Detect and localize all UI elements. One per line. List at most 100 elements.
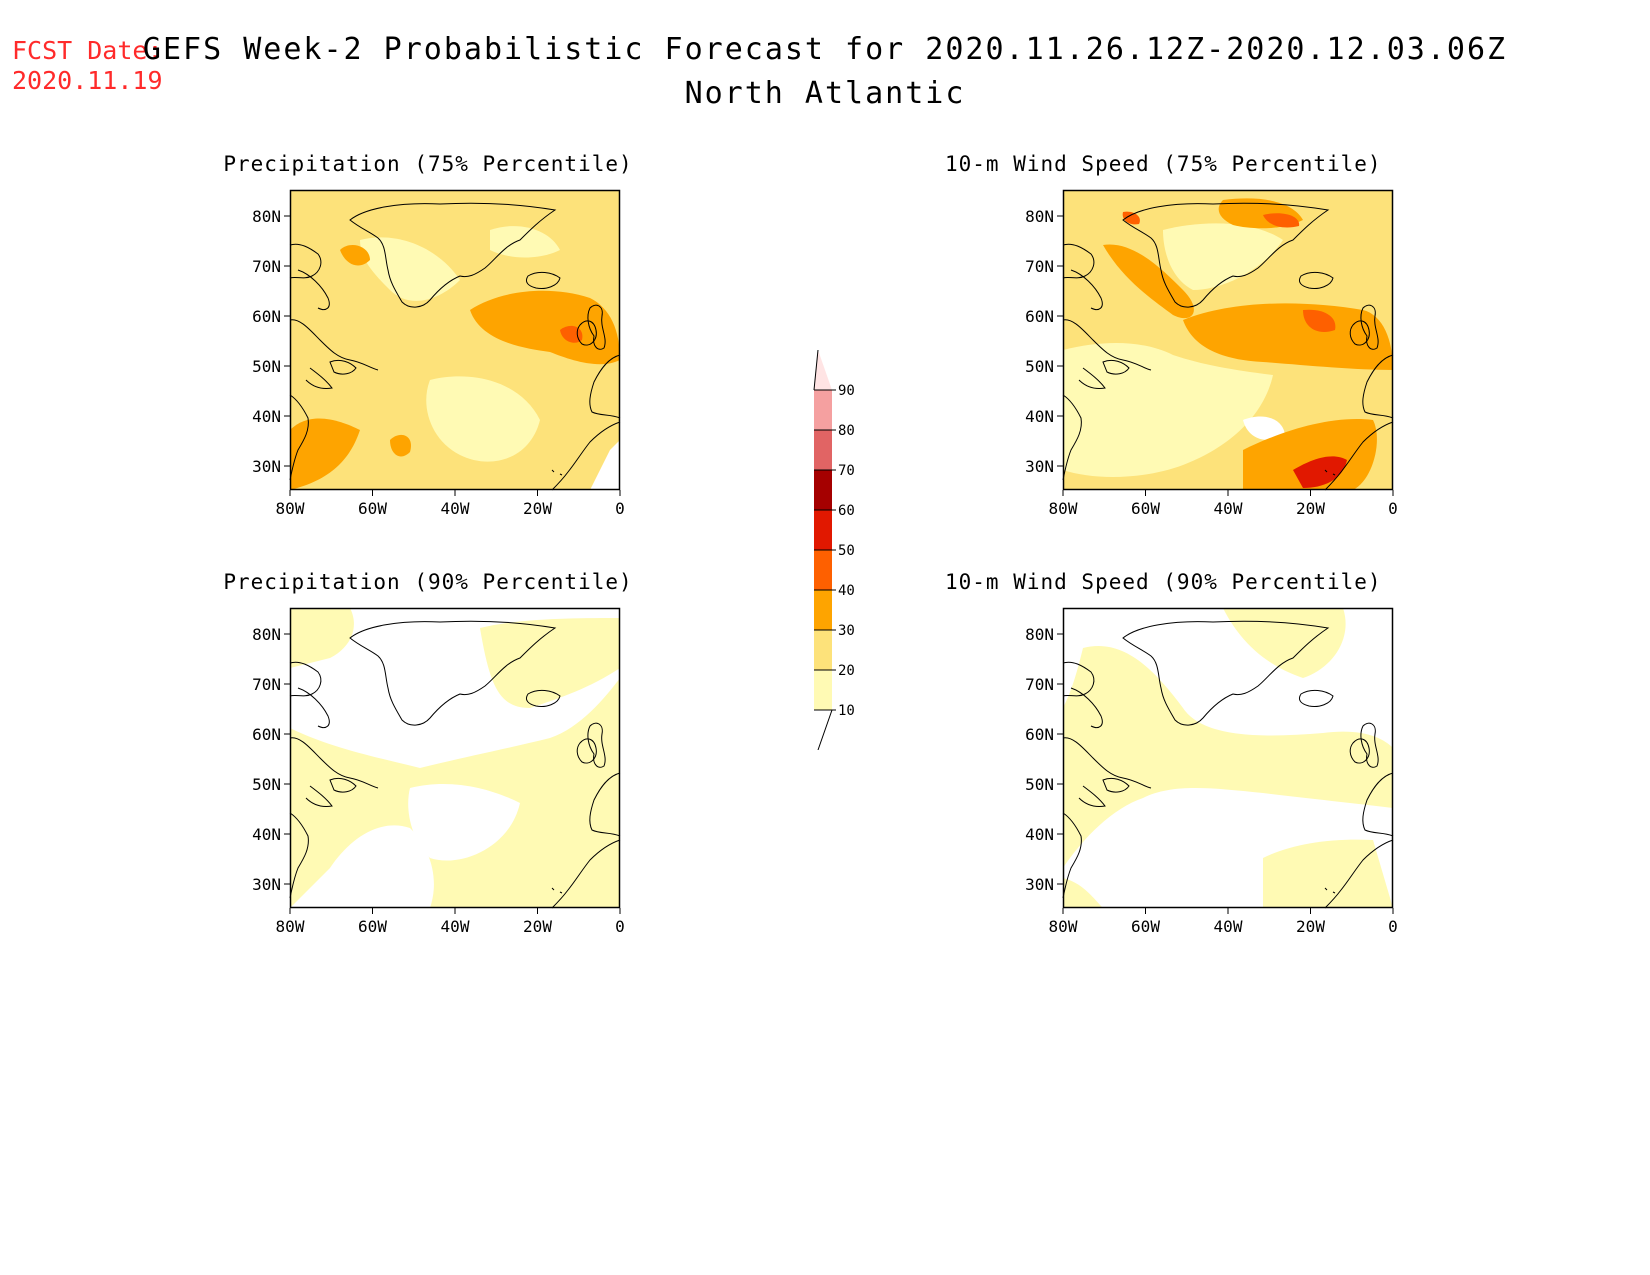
lon-label: 0: [1388, 499, 1398, 518]
colorbar-swatch: [814, 670, 832, 710]
lat-label: 80N: [1025, 207, 1054, 226]
fill-30-40: [470, 290, 620, 365]
colorbar-label: 90: [838, 383, 855, 399]
fill-10-20: [480, 618, 620, 708]
lat-label: 30N: [252, 875, 281, 894]
lat-label: 50N: [252, 775, 281, 794]
lon-label: 40W: [441, 499, 470, 518]
fill-40-50: [1122, 211, 1140, 225]
lat-label: 70N: [252, 257, 281, 276]
fill-10-20: [1063, 343, 1273, 477]
map-panel-wind-75: [1062, 189, 1394, 494]
panel-title-precip-75: Precipitation (75% Percentile): [223, 152, 633, 176]
fill-10-20: [1063, 878, 1103, 908]
lon-label: 60W: [358, 917, 387, 936]
lat-label: 30N: [252, 457, 281, 476]
map-wind-90: [1062, 607, 1394, 909]
lon-label: 60W: [1131, 499, 1160, 518]
lat-label: 60N: [252, 725, 281, 744]
fill-40-50: [560, 325, 583, 343]
lon-label: 20W: [1296, 917, 1325, 936]
lon-label: 80W: [276, 499, 305, 518]
lat-label: 50N: [1025, 775, 1054, 794]
colorbar-label: 80: [838, 423, 855, 439]
forecast-date-label: FCST Date:: [12, 36, 163, 65]
colorbar-swatch: [814, 550, 832, 590]
map-frame: [289, 189, 621, 491]
panel-title-wind-90: 10-m Wind Speed (90% Percentile): [945, 570, 1382, 594]
colorbar-label: 70: [838, 463, 855, 479]
fill-50-60: [1293, 456, 1347, 488]
map-wind-75: [1062, 189, 1394, 491]
colorbar: 10 20 30 40 50 60 70 80 90: [800, 330, 870, 754]
fill-none: [1243, 416, 1285, 440]
lat-label: 60N: [252, 307, 281, 326]
fill-none: [408, 783, 520, 861]
fill-30-40: [390, 434, 411, 457]
coastline: [289, 620, 621, 909]
lon-label: 40W: [1214, 499, 1243, 518]
lat-label: 40N: [252, 825, 281, 844]
panel-title-precip-90: Precipitation (90% Percentile): [223, 570, 633, 594]
fill-10-20: [290, 608, 354, 668]
fill-10-20: [490, 226, 560, 258]
lon-label: 20W: [523, 917, 552, 936]
lat-label: 40N: [1025, 825, 1054, 844]
panel-title-wind-75: 10-m Wind Speed (75% Percentile): [945, 152, 1382, 176]
fill-10-20: [426, 376, 540, 462]
lat-label: 70N: [1025, 675, 1054, 694]
lon-label: 80W: [276, 917, 305, 936]
map-frame: [1062, 607, 1394, 909]
map-precip-75: [289, 189, 621, 491]
page-title: GEFS Week-2 Probabilistic Forecast for 2…: [142, 32, 1508, 67]
lat-label: 70N: [1025, 257, 1054, 276]
coastline: [289, 202, 621, 491]
lon-label: 20W: [1296, 499, 1325, 518]
fill-30-40: [1183, 303, 1393, 370]
forecast-date-block: FCST Date: 2020.11.19: [12, 36, 163, 96]
page-subtitle: North Atlantic: [684, 76, 966, 111]
lat-label: 50N: [252, 357, 281, 376]
lat-label: 60N: [1025, 307, 1054, 326]
lat-label: 30N: [1025, 875, 1054, 894]
coastline: [1062, 620, 1394, 909]
lon-label: 0: [1388, 917, 1398, 936]
colorbar-swatch: [814, 630, 832, 670]
lat-label: 50N: [1025, 357, 1054, 376]
colorbar-swatch: [814, 470, 832, 510]
lon-label: 0: [615, 499, 625, 518]
lon-label: 20W: [523, 499, 552, 518]
fill-10-20: [1063, 646, 1393, 868]
lon-label: 60W: [358, 499, 387, 518]
map-panel-wind-90: [1062, 607, 1394, 912]
map-precip-90: [289, 607, 621, 909]
colorbar-swatch: [814, 390, 832, 430]
lat-label: 70N: [252, 675, 281, 694]
map-frame: [289, 607, 621, 909]
lat-label: 80N: [252, 625, 281, 644]
fill-10-20: [1263, 839, 1393, 908]
colorbar-label: 50: [838, 543, 855, 559]
fill-10-20: [1163, 223, 1283, 290]
forecast-date-value: 2020.11.19: [12, 66, 163, 95]
lat-label: 40N: [252, 407, 281, 426]
colorbar-label: 20: [838, 663, 855, 679]
lat-label: 40N: [1025, 407, 1054, 426]
fill-30-40: [1243, 419, 1377, 490]
lat-label: 80N: [1025, 625, 1054, 644]
map-panel-precip-75: [289, 189, 621, 494]
colorbar-svg: 10 20 30 40 50 60 70 80 90: [813, 349, 855, 751]
fill-30-40: [1103, 244, 1194, 319]
colorbar-label: 30: [838, 623, 855, 639]
lon-label: 80W: [1049, 917, 1078, 936]
lat-label: 80N: [252, 207, 281, 226]
coastline: [1062, 202, 1394, 491]
colorbar-label: 60: [838, 503, 855, 519]
fill-30-40: [290, 418, 360, 490]
colorbar-swatch: [814, 430, 832, 470]
colorbar-label: 10: [838, 703, 855, 719]
fill-40-50: [1263, 213, 1300, 228]
lat-label: 30N: [1025, 457, 1054, 476]
fill-40-50: [1303, 309, 1336, 332]
fill-30-40: [340, 245, 370, 266]
